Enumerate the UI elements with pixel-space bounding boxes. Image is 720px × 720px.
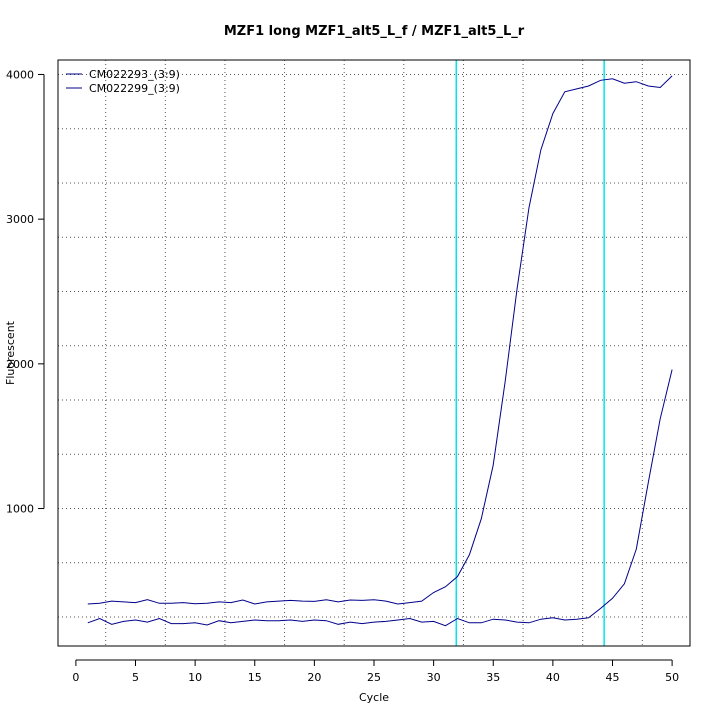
x-tick-label: 40	[546, 671, 560, 684]
plot-frame	[57, 59, 691, 647]
x-tick-label: 15	[248, 671, 262, 684]
y-axis: 1000 2000 3000 4000	[6, 68, 45, 516]
x-tick-label: 35	[486, 671, 500, 684]
series-lines	[87, 75, 673, 627]
x-tick-label: 20	[307, 671, 321, 684]
x-axis-label: Cycle	[359, 691, 389, 704]
grid	[58, 60, 690, 646]
legend: CM022293_(3:9)CM022299_(3:9)	[66, 68, 180, 95]
y-tick-label: 3000	[6, 213, 34, 226]
legend-label: CM022293_(3:9)	[89, 68, 180, 81]
legend-label: CM022299_(3:9)	[89, 82, 180, 95]
x-tick-label: 10	[188, 671, 202, 684]
x-tick-label: 45	[605, 671, 619, 684]
y-tick-label: 2000	[6, 358, 34, 371]
x-axis: 0 5 10 15 20 25 30 35 40 45 50	[72, 659, 679, 684]
series-line-2	[87, 369, 673, 627]
y-axis-label: Fluorescent	[4, 320, 17, 385]
threshold-lines	[455, 60, 605, 646]
x-tick-label: 25	[367, 671, 381, 684]
x-tick-label: 0	[72, 671, 79, 684]
y-tick-label: 4000	[6, 68, 34, 81]
chart-title: MZF1 long MZF1_alt5_L_f / MZF1_alt5_L_r	[224, 24, 525, 39]
series-line-1	[87, 75, 673, 605]
x-tick-label: 30	[427, 671, 441, 684]
y-tick-label: 1000	[6, 503, 34, 516]
x-tick-label: 50	[665, 671, 679, 684]
x-tick-label: 5	[132, 671, 139, 684]
